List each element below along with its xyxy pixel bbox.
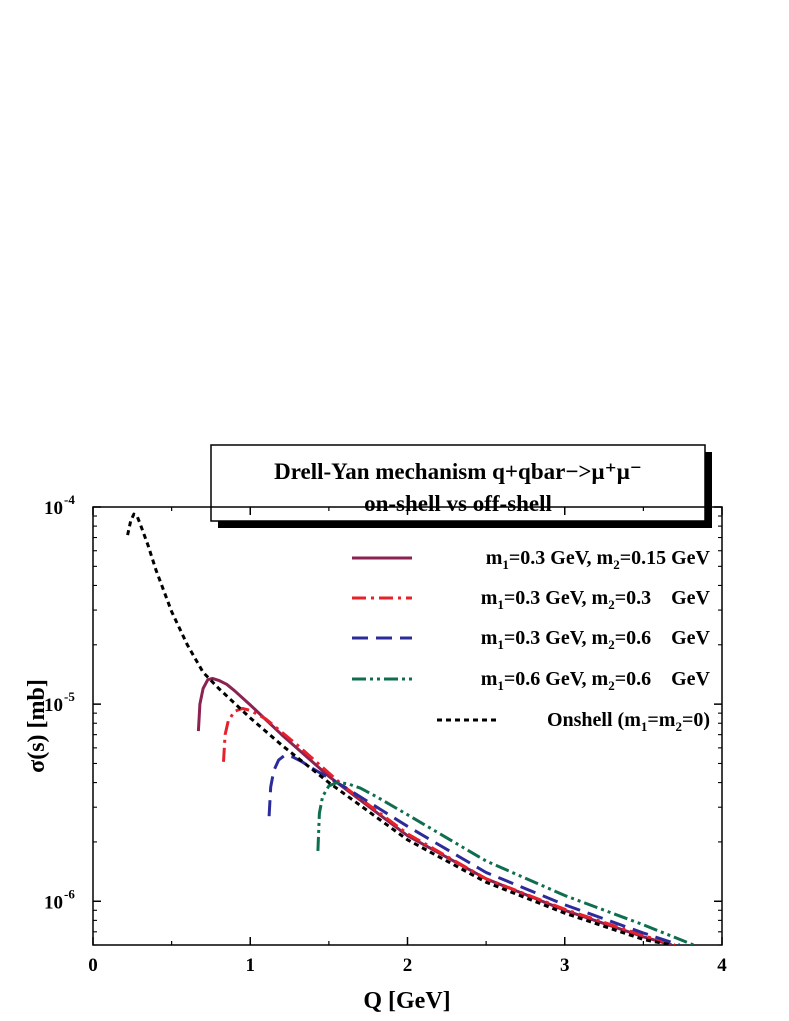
y-tick-exponent: -6 — [64, 886, 75, 901]
y-tick-label: 10 — [44, 892, 63, 913]
series-layer — [126, 512, 695, 945]
legend-entry-4: m1=0.6 GeV, m2=0.6 GeV — [481, 668, 711, 693]
legend-subscript: 1 — [497, 597, 504, 612]
legend-label-part: =0.15 GeV — [620, 547, 711, 569]
legend-entry-3: m1=0.3 GeV, m2=0.6 GeV — [481, 627, 711, 652]
legend-label-part: =0.3 GeV — [615, 587, 711, 609]
legend-subscript: 1 — [497, 678, 504, 693]
legend-subscript: 2 — [608, 678, 615, 693]
chart-title-line-2: on-shell vs off-shell — [364, 491, 552, 516]
axis-ticks: 0 1 2 3 410-610-510-4 — [44, 492, 727, 976]
legend-label-part: =0.6 GeV — [615, 627, 711, 649]
legend-label-part: =m — [647, 709, 675, 731]
x-tick-label: 1 — [246, 955, 256, 976]
title-box: Drell-Yan mechanism q+qbar−>μ⁺μ⁻ on-shel… — [210, 444, 712, 528]
x-axis-title: Q [GeV] — [363, 988, 450, 1014]
series-line-1 — [196, 676, 673, 945]
legend-subscript: 2 — [675, 719, 682, 734]
x-tick-label: 4 — [717, 955, 727, 976]
legend-label-part: Onshell (m — [547, 709, 641, 731]
legend-label-part: m — [481, 627, 498, 649]
x-tick-label: 0 — [88, 955, 98, 976]
y-tick-base: 10 — [44, 892, 63, 913]
legend-subscript: 2 — [613, 557, 620, 572]
series-line-5 — [126, 512, 672, 945]
x-tick-label: 2 — [403, 955, 413, 976]
legend-label-part: =0.3 GeV, m — [509, 547, 614, 569]
legend-label-part: =0.3 GeV, m — [504, 587, 609, 609]
title-box-frame — [210, 444, 706, 522]
legend-subscript: 2 — [608, 597, 615, 612]
series-line-4 — [316, 781, 695, 945]
y-tick-exponent: -4 — [64, 492, 75, 507]
y-axis-title: σ(s) [mb] — [24, 679, 50, 773]
legend-label-part: m — [481, 668, 498, 690]
series-line-3 — [267, 753, 680, 945]
legend-entry-1: m1=0.3 GeV, m2=0.15 GeV — [486, 547, 711, 572]
legend-label-part: m — [486, 547, 503, 569]
legend-label-part: =0.6 GeV, m — [504, 668, 609, 690]
y-tick-label: 10 — [44, 498, 63, 519]
legend-subscript: 2 — [608, 637, 615, 652]
chart-title-line-1: Drell-Yan mechanism q+qbar−>μ⁺μ⁻ — [274, 459, 642, 484]
legend-subscript: 1 — [497, 637, 504, 652]
legend-subscript: 1 — [641, 719, 648, 734]
y-tick-label: 10 — [44, 695, 63, 716]
legend-label-part: =0.6 GeV — [615, 668, 711, 690]
legend-subscript: 1 — [502, 557, 509, 572]
legend-entry-5: Onshell (m1=m2=0) — [547, 709, 710, 734]
y-tick-exponent: -5 — [64, 689, 75, 704]
legend-label-part: m — [481, 587, 498, 609]
x-tick-label: 3 — [560, 955, 570, 976]
y-tick-base: 10 — [44, 695, 63, 716]
y-tick-base: 10 — [44, 498, 63, 519]
legend-label-part: =0.3 GeV, m — [504, 627, 609, 649]
legend-label-part: =0) — [682, 709, 710, 731]
legend-entry-2: m1=0.3 GeV, m2=0.3 GeV — [481, 587, 711, 612]
